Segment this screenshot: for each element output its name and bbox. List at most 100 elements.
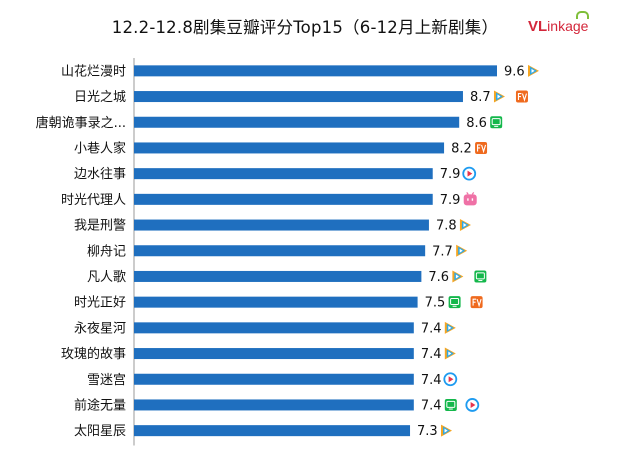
mango-icon	[470, 296, 483, 309]
tencent-icon-center	[455, 274, 459, 279]
category-label: 太阳星辰	[74, 424, 126, 439]
iqiyi-icon	[474, 270, 487, 283]
youku-icon-ring	[462, 166, 477, 181]
bar	[134, 399, 414, 411]
value-label: 7.9	[440, 193, 461, 208]
category-label: 玫瑰的故事	[61, 346, 126, 362]
bar	[134, 245, 426, 257]
category-label: 唐朝诡事录之...	[36, 115, 126, 131]
bar	[134, 322, 414, 334]
bar	[134, 219, 429, 231]
iqiyi-icon-bg	[474, 270, 487, 283]
category-label: 山花烂漫时	[61, 63, 126, 79]
tencent-icon	[459, 219, 471, 232]
bar	[134, 168, 433, 180]
iqiyi-icon-stand	[494, 125, 499, 127]
tencent-icon	[444, 321, 456, 334]
logo-main: VL	[528, 18, 548, 35]
value-label: 8.6	[466, 116, 487, 131]
value-label: 7.6	[428, 270, 449, 285]
value-label: 7.4	[421, 347, 442, 362]
bar	[134, 348, 414, 360]
bilibili-icon-bg	[463, 194, 477, 206]
value-label: 7.5	[425, 296, 446, 311]
iqiyi-icon	[444, 398, 457, 411]
value-label: 7.4	[421, 373, 442, 388]
tencent-icon	[493, 90, 505, 103]
bar	[134, 142, 445, 154]
category-label: 时光代理人	[61, 193, 126, 208]
category-label: 我是刑警	[74, 218, 126, 234]
bilibili-icon-eye-left	[467, 198, 469, 201]
category-label: 凡人歌	[87, 270, 126, 285]
bar	[134, 65, 497, 77]
bar	[134, 116, 460, 128]
iqiyi-icon-stand	[452, 305, 457, 307]
value-label: 7.4	[421, 398, 442, 413]
tencent-icon	[441, 424, 453, 437]
logo-rest: inkage	[547, 18, 589, 34]
iqiyi-icon-bg	[490, 116, 503, 129]
iqiyi-icon-screen	[446, 400, 456, 408]
iqiyi-icon-stand	[478, 280, 483, 282]
youku-icon-ring	[465, 398, 480, 412]
bilibili-icon-eye-right	[471, 198, 474, 201]
tencent-icon	[452, 270, 464, 283]
value-label: 8.7	[470, 90, 491, 105]
value-label: 7.9	[440, 167, 461, 182]
iqiyi-icon-screen	[450, 298, 460, 306]
tencent-icon-center	[448, 325, 452, 330]
bar	[134, 296, 418, 308]
value-label: 8.2	[451, 141, 472, 156]
iqiyi-icon-stand	[448, 408, 453, 410]
bar	[134, 91, 463, 103]
category-label: 永夜星河	[74, 321, 126, 336]
value-label: 7.3	[417, 424, 438, 439]
iqiyi-icon	[490, 116, 503, 129]
chart-title: 12.2-12.8剧集豆瓣评分Top15（6-12月上新剧集）	[111, 18, 499, 37]
mango-icon	[475, 141, 488, 154]
mango-icon-glyph	[472, 298, 482, 308]
tencent-icon-center	[444, 428, 448, 433]
tencent-icon	[444, 347, 456, 360]
mango-icon-glyph	[477, 144, 487, 154]
tencent-icon	[528, 64, 539, 77]
youku-icon	[465, 398, 480, 412]
value-label: 9.6	[504, 64, 525, 79]
iqiyi-icon-bg	[448, 296, 461, 309]
bar	[134, 373, 414, 385]
bar	[134, 193, 433, 205]
category-label: 时光正好	[74, 296, 126, 311]
category-label: 边水往事	[74, 167, 126, 182]
iqiyi-icon	[448, 296, 461, 309]
iqiyi-icon-bg	[444, 398, 457, 411]
bar	[134, 425, 411, 437]
youku-icon-play	[467, 170, 473, 177]
tencent-icon-center	[497, 94, 501, 99]
tencent-icon-center	[459, 248, 463, 253]
mango-icon-bg	[515, 90, 528, 103]
youku-icon	[462, 166, 477, 181]
bilibili-icon	[463, 191, 477, 206]
tencent-icon-center	[448, 351, 452, 356]
vlinkage-logo: VLinkage	[528, 11, 589, 35]
bilibili-icon-ear-right	[471, 191, 475, 195]
mango-icon-glyph	[517, 93, 527, 102]
youku-icon	[443, 372, 458, 387]
mango-icon-bg	[470, 296, 483, 309]
bilibili-icon-ear-left	[466, 191, 469, 195]
tencent-icon	[456, 244, 468, 257]
value-label: 7.7	[432, 244, 453, 259]
iqiyi-icon-screen	[491, 118, 501, 126]
youku-icon-ring	[443, 372, 458, 387]
mango-icon-bg	[475, 141, 488, 154]
tencent-icon-center	[463, 223, 467, 228]
category-label: 日光之城	[74, 90, 126, 105]
mango-icon	[515, 90, 528, 103]
category-label: 前途无量	[74, 397, 126, 413]
value-label: 7.4	[421, 321, 442, 336]
logo-wifi-mark	[576, 11, 589, 19]
bar	[134, 270, 422, 282]
category-label: 柳舟记	[87, 244, 126, 259]
